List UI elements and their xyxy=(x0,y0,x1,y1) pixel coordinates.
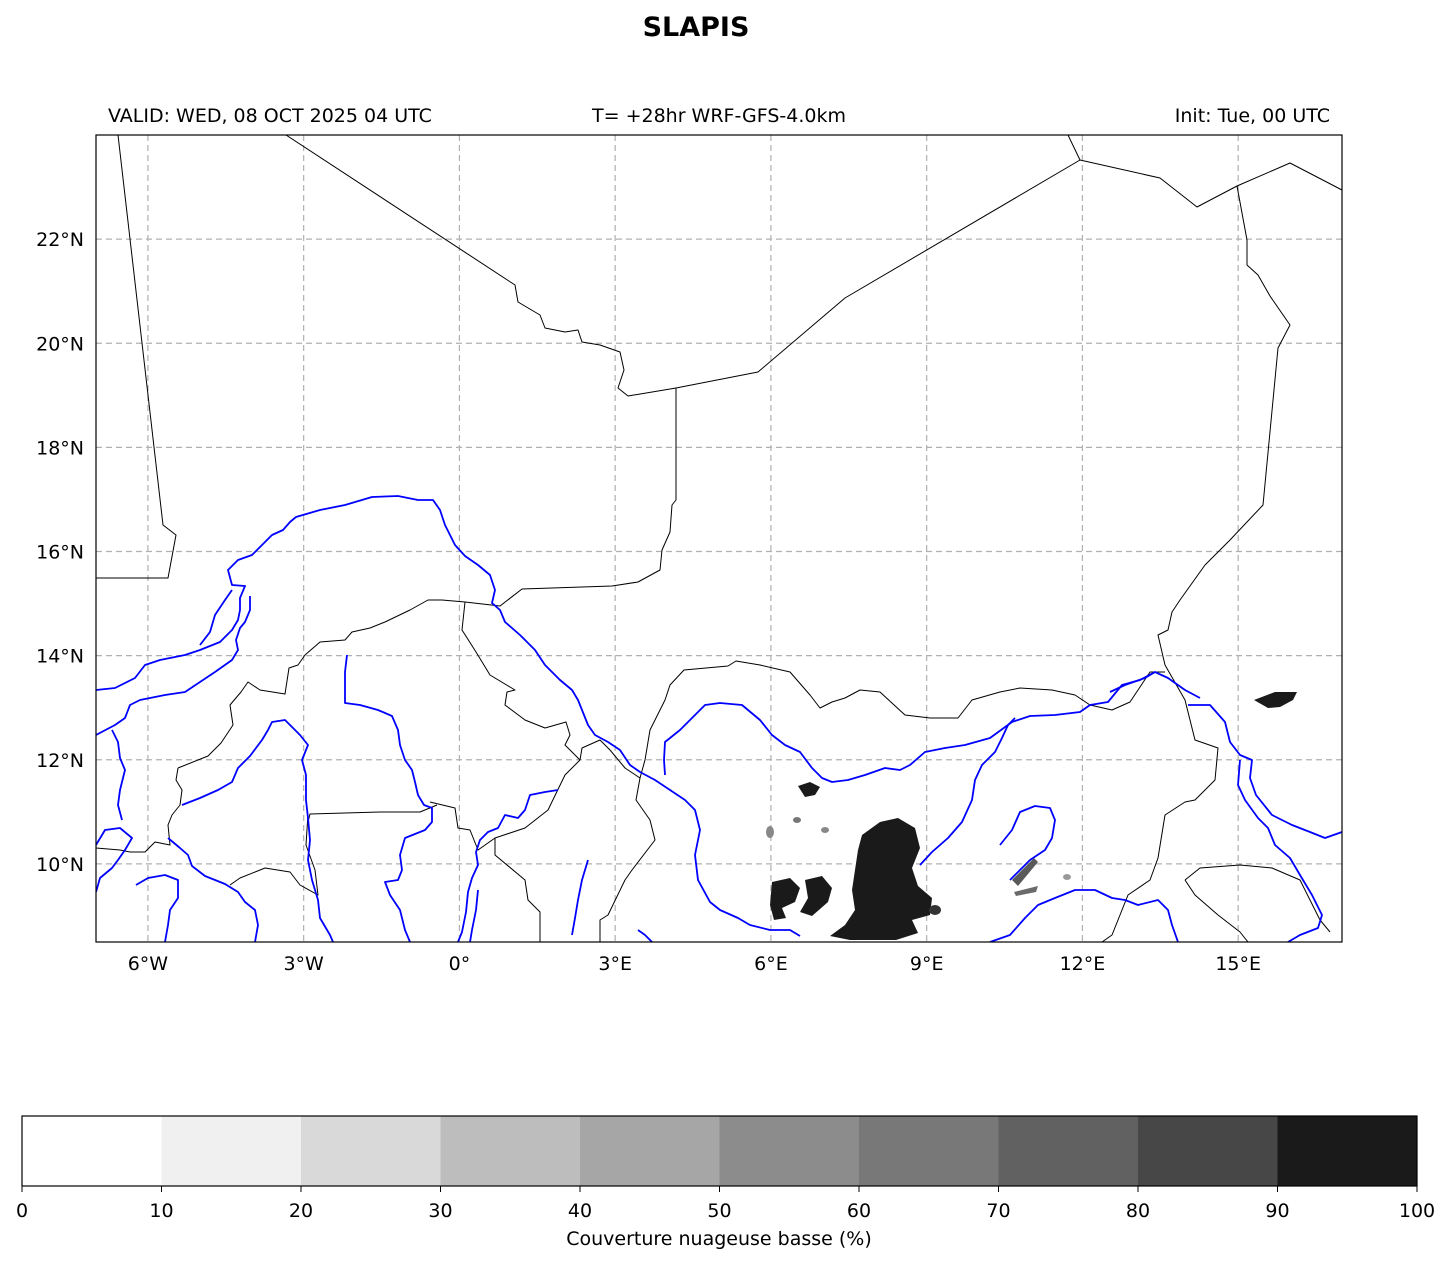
river-niger-main xyxy=(96,495,801,937)
colorbar-tick-label: 70 xyxy=(986,1200,1010,1222)
river-lake-chad-area xyxy=(1109,671,1156,693)
lat-tick-label: 16°N xyxy=(36,542,84,564)
cloud-streak-east xyxy=(1012,858,1038,886)
border-togo-ghana xyxy=(429,801,496,851)
river-inner-delta xyxy=(96,596,251,736)
river-ghana-sw xyxy=(135,874,179,942)
colorbar-segment xyxy=(580,1116,720,1186)
river-chari xyxy=(1188,704,1342,839)
lon-tick-label: 0° xyxy=(449,953,471,975)
border-chad-niger xyxy=(1101,185,1291,942)
border-libya xyxy=(1067,135,1342,208)
cloud-dot xyxy=(1063,874,1071,880)
river-benue xyxy=(989,889,1179,942)
cloud-streak-east-2 xyxy=(1014,886,1038,896)
lon-tick-label: 9°E xyxy=(910,953,944,975)
colorbar-tick-label: 40 xyxy=(568,1200,592,1222)
colorbar-tick-label: 50 xyxy=(707,1200,731,1222)
river-benin-sw xyxy=(637,929,653,942)
colorbar-tick-label: 0 xyxy=(16,1200,28,1222)
lon-tick-label: 15°E xyxy=(1215,953,1261,975)
border-burkina-mali xyxy=(96,767,183,853)
river-oti xyxy=(457,789,559,942)
longitude-labels: 6°W 3°W 0° 3°E 6°E 9°E 12°E 15°E xyxy=(128,953,1261,975)
colorbar-segment xyxy=(719,1116,860,1186)
init-time-label: Init: Tue, 00 UTC xyxy=(1175,105,1330,127)
cloud-blob-small-n xyxy=(798,782,820,797)
river-bani xyxy=(96,827,133,893)
figure-title: SLAPIS xyxy=(643,12,750,43)
border-cameroon-nigeria xyxy=(1184,879,1249,942)
colorbar-tick-label: 60 xyxy=(847,1200,871,1222)
cloud-blob-east xyxy=(1254,692,1297,708)
cloud-blob-west-2 xyxy=(800,876,832,916)
colorbar-segment xyxy=(859,1116,999,1186)
river-black-volta xyxy=(181,719,334,942)
colorbar-segment xyxy=(1138,1116,1278,1186)
colorbar-segment xyxy=(440,1116,581,1186)
cloud-blob-west xyxy=(770,878,800,920)
colorbar-tick-label: 10 xyxy=(149,1200,173,1222)
river-benue-north xyxy=(999,805,1056,881)
lat-tick-label: 12°N xyxy=(36,750,84,772)
lon-tick-label: 3°W xyxy=(283,953,324,975)
border-benin-nigeria xyxy=(599,777,656,942)
colorbar-label: Couverture nuageuse basse (%) xyxy=(566,1228,872,1250)
lat-tick-label: 20°N xyxy=(36,333,84,355)
colorbar xyxy=(22,1116,1418,1186)
colorbar-segment xyxy=(161,1116,302,1186)
lat-tick-label: 22°N xyxy=(36,229,84,251)
border-burkina-niger xyxy=(461,601,581,761)
lat-tick-label: 14°N xyxy=(36,646,84,668)
river-niger-branch xyxy=(199,589,233,646)
colorbar-segment xyxy=(301,1116,441,1186)
forecast-lead-label: T= +28hr WRF-GFS-4.0km xyxy=(591,105,846,127)
border-mali-niger xyxy=(177,388,677,769)
cloud-cover-field xyxy=(766,692,1297,940)
rivers xyxy=(96,495,1342,942)
lon-tick-label: 12°E xyxy=(1060,953,1106,975)
colorbar-segment xyxy=(1277,1116,1418,1186)
river-mono xyxy=(571,859,589,936)
lon-tick-label: 6°W xyxy=(128,953,169,975)
map-frame xyxy=(95,134,1343,943)
cloud-dot xyxy=(929,905,941,915)
river-white-volta xyxy=(344,654,433,942)
border-ghana-burkina xyxy=(307,804,438,823)
map-area xyxy=(96,135,1342,942)
lon-tick-label: 3°E xyxy=(598,953,632,975)
river-ghana-west xyxy=(167,837,259,942)
river-kaduna xyxy=(919,717,1016,866)
colorbar-segment xyxy=(998,1116,1139,1186)
colorbar-tick-label: 30 xyxy=(428,1200,452,1222)
river-sokoto xyxy=(663,671,1201,783)
latitude-labels: 22°N 20°N 18°N 16°N 14°N 12°N 10°N xyxy=(36,229,84,876)
cloud-dot xyxy=(793,817,801,823)
border-benin-niger xyxy=(579,660,1165,779)
gridlines xyxy=(96,135,1342,942)
colorbar-tick-label: 90 xyxy=(1265,1200,1289,1222)
country-borders xyxy=(96,135,1342,942)
cloud-dot xyxy=(766,826,774,838)
border-mauritania-mali xyxy=(96,135,177,579)
lat-tick-label: 10°N xyxy=(36,854,84,876)
colorbar-tick-label: 80 xyxy=(1126,1200,1150,1222)
colorbar-tick-label: 20 xyxy=(289,1200,313,1222)
border-algeria-niger xyxy=(675,159,1081,389)
valid-time-label: VALID: WED, 08 OCT 2025 04 UTC xyxy=(108,105,432,127)
cloud-blob-main xyxy=(830,818,932,940)
river-ghana-east xyxy=(469,889,479,942)
colorbar-tick-label: 100 xyxy=(1399,1200,1435,1222)
river-upper-niger xyxy=(111,729,126,821)
colorbar-ticks: 0 10 20 30 40 50 60 70 80 90 100 xyxy=(16,1186,1435,1222)
cloud-dot xyxy=(821,827,829,833)
lat-tick-label: 18°N xyxy=(36,437,84,459)
border-benin-togo xyxy=(494,759,581,942)
border-algeria-mali xyxy=(285,135,677,397)
colorbar-segment xyxy=(22,1116,162,1186)
river-logone xyxy=(1237,759,1323,942)
lon-tick-label: 6°E xyxy=(754,953,788,975)
